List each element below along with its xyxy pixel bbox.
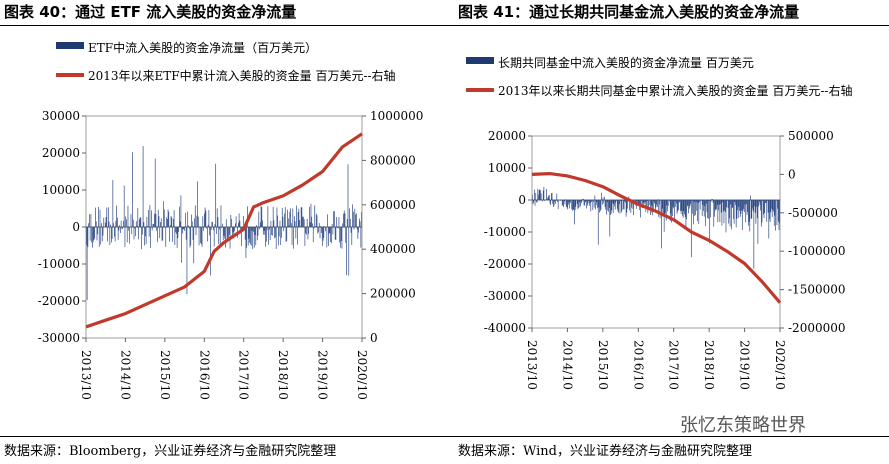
legend-label: 2013年以来ETF中累计流入美股的资金量 百万美元--右轴 [88, 68, 396, 83]
y-left-tick-label: -30000 [484, 289, 526, 303]
x-tick-label: 2020/10 [355, 350, 369, 400]
chart-etf-flows: ETF中流入美股的资金净流量（百万美元） 2013年以来ETF中累计流入美股的资金… [38, 40, 424, 400]
legend-label: 长期共同基金中流入美股的资金净流量 百万美元 [498, 55, 754, 70]
y-left-tick-label: 30000 [42, 109, 80, 123]
x-tick-label: 2014/10 [560, 340, 574, 390]
y-left-tick-label: 10000 [42, 183, 80, 197]
legend-label: ETF中流入美股的资金净流量（百万美元） [88, 40, 317, 55]
top-rule [0, 25, 889, 26]
x-tick-label: 2019/10 [316, 350, 330, 400]
chart-mutual-fund-flows: 长期共同基金中流入美股的资金净流量 百万美元 2013年以来长期共同基金中累计流入… [466, 55, 852, 390]
legend-swatch-bars [466, 57, 494, 64]
y-left-tick-label: 10000 [488, 161, 526, 175]
x-tick-label: 2017/10 [237, 350, 251, 400]
x-tick-label: 2018/10 [702, 340, 716, 390]
legend-label: 2013年以来长期共同基金中累计流入美股的资金量 百万美元--右轴 [498, 83, 852, 98]
y-right-tick-label: 1000000 [370, 109, 423, 123]
y-right-tick-label: -2000000 [788, 321, 846, 335]
y-right-tick-label: 200000 [370, 287, 416, 301]
legend-swatch-bars [56, 42, 84, 49]
left-chart-title: 图表 40：通过 ETF 流入美股的资金净流量 [4, 3, 297, 21]
y-right-tick-label: 400000 [370, 242, 416, 256]
x-tick-label: 2015/10 [596, 340, 610, 390]
y-left-tick-label: -40000 [484, 321, 526, 335]
y-left-tick-label: -10000 [484, 225, 526, 239]
left-source: 数据来源：Bloomberg，兴业证券经济与金融研究院整理 [4, 444, 337, 459]
x-tick-label: 2015/10 [158, 350, 172, 400]
x-tick-label: 2016/10 [631, 340, 645, 390]
y-right-tick-label: -500000 [788, 206, 838, 220]
x-tick-label: 2016/10 [197, 350, 211, 400]
x-tick-label: 2019/10 [738, 340, 752, 390]
y-left-tick-label: -10000 [38, 257, 80, 271]
y-right-tick-label: 600000 [370, 198, 416, 212]
x-tick-label: 2017/10 [667, 340, 681, 390]
y-left-tick-label: 0 [518, 193, 526, 207]
cumulative-line [531, 172, 782, 304]
watermark: 张忆东策略世界 [680, 415, 806, 436]
x-tick-label: 2014/10 [118, 350, 132, 400]
y-left-tick-label: -30000 [38, 331, 80, 345]
y-left-tick-label: 20000 [488, 129, 526, 143]
y-right-tick-label: -1000000 [788, 244, 846, 258]
cumulative-line [85, 132, 363, 329]
y-left-tick-label: 20000 [42, 146, 80, 160]
y-right-tick-label: 0 [788, 167, 796, 181]
x-tick-label: 2020/10 [773, 340, 787, 390]
y-left-tick-label: -20000 [38, 294, 80, 308]
y-right-tick-label: 500000 [788, 129, 834, 143]
y-left-tick-label: -20000 [484, 257, 526, 271]
x-tick-label: 2013/10 [79, 350, 93, 400]
y-left-tick-label: 0 [72, 220, 80, 234]
bottom-rule [0, 436, 889, 437]
plot-frame [531, 135, 781, 329]
y-right-tick-label: 800000 [370, 153, 416, 167]
x-tick-label: 2013/10 [525, 340, 539, 390]
x-tick-label: 2018/10 [276, 350, 290, 400]
y-right-tick-label: -1500000 [788, 283, 846, 297]
right-source: 数据来源：Wind，兴业证券经济与金融研究院整理 [458, 444, 752, 459]
right-chart-title: 图表 41：通过长期共同基金流入美股的资金净流量 [458, 3, 800, 21]
y-right-tick-label: 0 [370, 331, 378, 345]
